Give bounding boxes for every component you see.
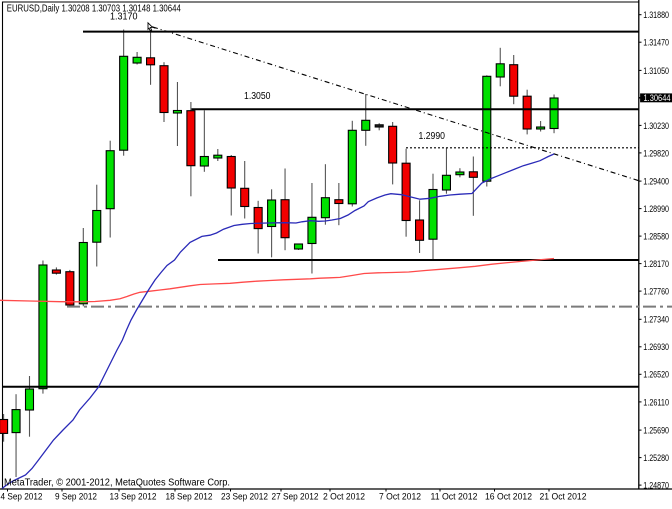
svg-text:9 Sep 2012: 9 Sep 2012 bbox=[55, 491, 97, 502]
svg-text:1.26930: 1.26930 bbox=[643, 342, 669, 353]
svg-text:MetaTrader, © 2001-2012, MetaQ: MetaTrader, © 2001-2012, MetaQuotes Soft… bbox=[4, 478, 230, 489]
svg-text:21 Oct 2012: 21 Oct 2012 bbox=[540, 491, 587, 502]
svg-text:1.27340: 1.27340 bbox=[643, 315, 669, 326]
svg-text:1.25280: 1.25280 bbox=[643, 453, 669, 464]
svg-text:11 Oct 2012: 11 Oct 2012 bbox=[431, 491, 478, 502]
svg-text:1.2990: 1.2990 bbox=[419, 131, 446, 142]
svg-text:1.29820: 1.29820 bbox=[643, 148, 669, 159]
svg-text:1.24870: 1.24870 bbox=[643, 481, 669, 492]
svg-text:18 Sep 2012: 18 Sep 2012 bbox=[166, 491, 213, 502]
svg-text:1.31880: 1.31880 bbox=[643, 10, 669, 21]
svg-text:1.28990: 1.28990 bbox=[643, 204, 669, 215]
svg-text:1.29400: 1.29400 bbox=[643, 177, 669, 188]
svg-text:1.27760: 1.27760 bbox=[643, 287, 669, 298]
svg-text:1.3170: 1.3170 bbox=[110, 12, 138, 23]
svg-text:4 Sep 2012: 4 Sep 2012 bbox=[1, 491, 43, 502]
svg-text:1.31470: 1.31470 bbox=[643, 38, 669, 49]
svg-text:23 Sep 2012: 23 Sep 2012 bbox=[221, 491, 268, 502]
svg-text:1.3050: 1.3050 bbox=[244, 91, 271, 102]
svg-text:1.28580: 1.28580 bbox=[643, 232, 669, 243]
svg-text:1.31050: 1.31050 bbox=[643, 66, 669, 77]
svg-text:1.26520: 1.26520 bbox=[643, 370, 669, 381]
svg-text:2 Oct 2012: 2 Oct 2012 bbox=[323, 491, 365, 502]
svg-text:1.26110: 1.26110 bbox=[643, 397, 669, 408]
svg-text:16 Oct 2012: 16 Oct 2012 bbox=[485, 491, 532, 502]
svg-text:7 Oct 2012: 7 Oct 2012 bbox=[379, 491, 421, 502]
svg-text:13 Sep 2012: 13 Sep 2012 bbox=[110, 491, 157, 502]
svg-text:EURUSD,Daily 1.30208 1.30703: EURUSD,Daily 1.30208 1.30703 1.30148 1.3… bbox=[7, 4, 181, 15]
svg-text:27 Sep 2012: 27 Sep 2012 bbox=[272, 491, 319, 502]
svg-text:1.25690: 1.25690 bbox=[643, 426, 669, 437]
svg-text:1.30230: 1.30230 bbox=[643, 121, 669, 132]
svg-text:1.30644: 1.30644 bbox=[644, 93, 671, 104]
svg-text:1.28170: 1.28170 bbox=[643, 259, 669, 270]
